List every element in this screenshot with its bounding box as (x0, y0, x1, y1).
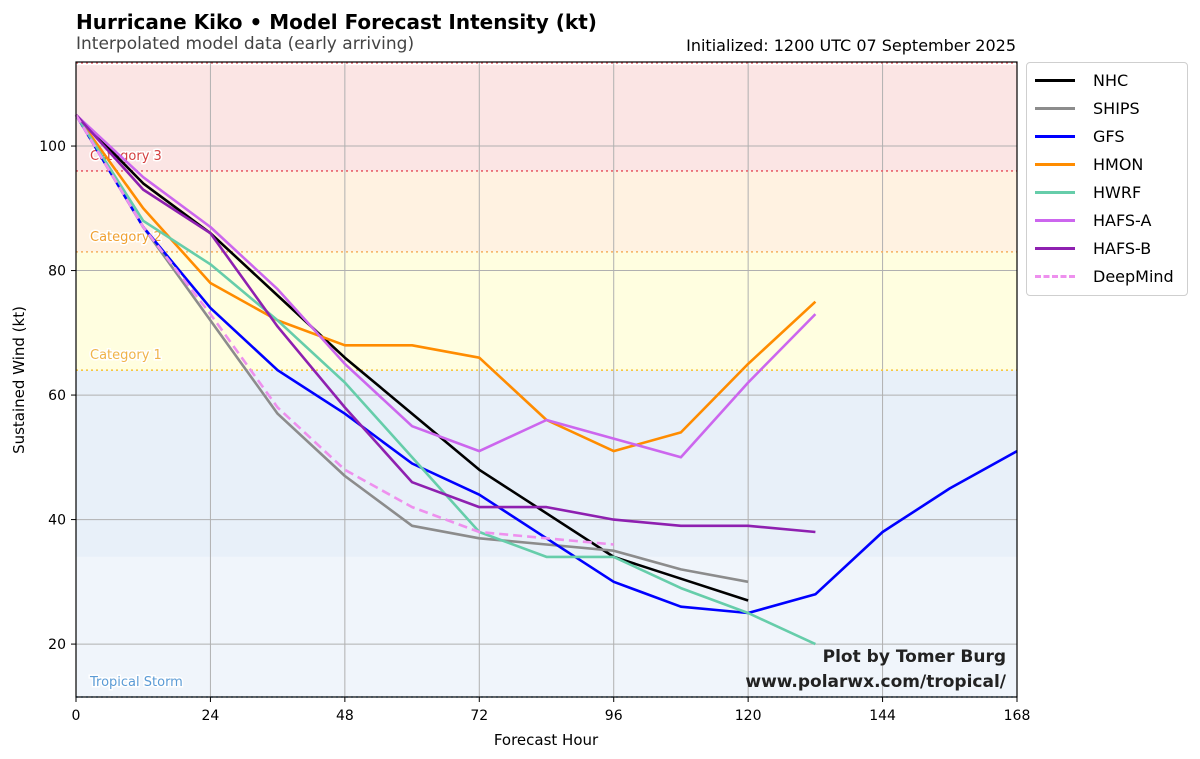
legend-item-hwrf: HWRF (1035, 181, 1141, 203)
series-line-ships (74, 114, 749, 584)
legend-swatch (1035, 190, 1075, 194)
series-line-hafs-b (75, 114, 816, 534)
legend-swatch (1035, 134, 1075, 138)
x-tick-label-3: 72 (470, 708, 488, 724)
initialized-time: Initialized: 1200 UTC 07 September 2025 (686, 36, 1016, 55)
band-label-2: Category 1 (90, 348, 162, 363)
x-tick-label-7: 168 (1004, 708, 1031, 724)
band-label-0: Tropical Storm (89, 675, 183, 690)
band-1 (76, 370, 1017, 557)
plot-frame (75, 61, 1018, 698)
x-tick-label-4: 96 (605, 708, 623, 724)
legend-label: HAFS-B (1093, 238, 1152, 258)
x-tick-label-6: 144 (869, 708, 896, 724)
legend-label: SHIPS (1093, 98, 1140, 118)
model-lines (74, 113, 1018, 646)
legend-item-gfs: GFS (1035, 125, 1124, 147)
x-tick-label-5: 120 (735, 708, 762, 724)
legend-label: HMON (1093, 154, 1144, 174)
x-axis-ticks: 0 24 48 72 96 120 144 168 (72, 697, 1031, 724)
y-tick-label-0: 20 (48, 637, 66, 653)
x-tick-label-2: 48 (336, 708, 354, 724)
credit-line-1: Plot by Tomer Burg (823, 647, 1006, 667)
legend-swatch (1035, 218, 1075, 222)
legend-swatch (1035, 162, 1075, 166)
legend-label: HWRF (1093, 182, 1142, 202)
chart-subtitle: Interpolated model data (early arriving) (76, 34, 415, 54)
band-label-3: Category 2 (90, 230, 162, 245)
legend-swatch (1035, 106, 1075, 110)
x-tick-label-0: 0 (72, 708, 81, 724)
legend-label: HAFS-A (1093, 210, 1152, 230)
y-tick-label-3: 80 (48, 264, 66, 280)
series-line-hafs-a (75, 113, 817, 459)
x-tick-label-1: 24 (202, 708, 220, 724)
credit-line-2: www.polarwx.com/tropical/ (745, 672, 1006, 692)
y-tick-label-2: 60 (48, 388, 66, 404)
legend-item-hafs-b: HAFS-B (1035, 237, 1151, 259)
series-line-hmon (74, 114, 817, 453)
legend-label: GFS (1093, 126, 1125, 146)
series-line-nhc (75, 113, 749, 602)
legend-item-deepmind: DeepMind (1035, 265, 1174, 287)
y-axis-label: Sustained Wind (kt) (10, 306, 28, 454)
band-4 (76, 65, 1017, 171)
legend-item-hafs-a: HAFS-A (1035, 209, 1151, 231)
x-axis-label: Forecast Hour (494, 731, 599, 749)
y-tick-label-4: 100 (39, 139, 66, 155)
y-tick-label-1: 40 (48, 513, 66, 529)
legend-swatch (1035, 78, 1075, 82)
legend-swatch (1035, 246, 1075, 250)
band-0 (76, 556, 1017, 697)
band-3 (76, 170, 1017, 252)
chart-title: Hurricane Kiko • Model Forecast Intensit… (76, 10, 597, 34)
legend-item-hmon: HMON (1035, 153, 1143, 175)
intensity-bands (76, 65, 1017, 697)
plot-border (75, 61, 1018, 698)
y-axis-ticks: 20 40 60 80 100 (39, 139, 76, 653)
legend-label: NHC (1093, 70, 1129, 90)
legend: NHC SHIPS GFS HMON HWRF HAFS-A HAFS-B DeepMind (1026, 62, 1188, 296)
legend-swatch (1035, 274, 1075, 278)
legend-item-nhc: NHC (1035, 69, 1128, 91)
legend-item-ships: SHIPS (1035, 97, 1140, 119)
legend-label: DeepMind (1093, 266, 1174, 286)
